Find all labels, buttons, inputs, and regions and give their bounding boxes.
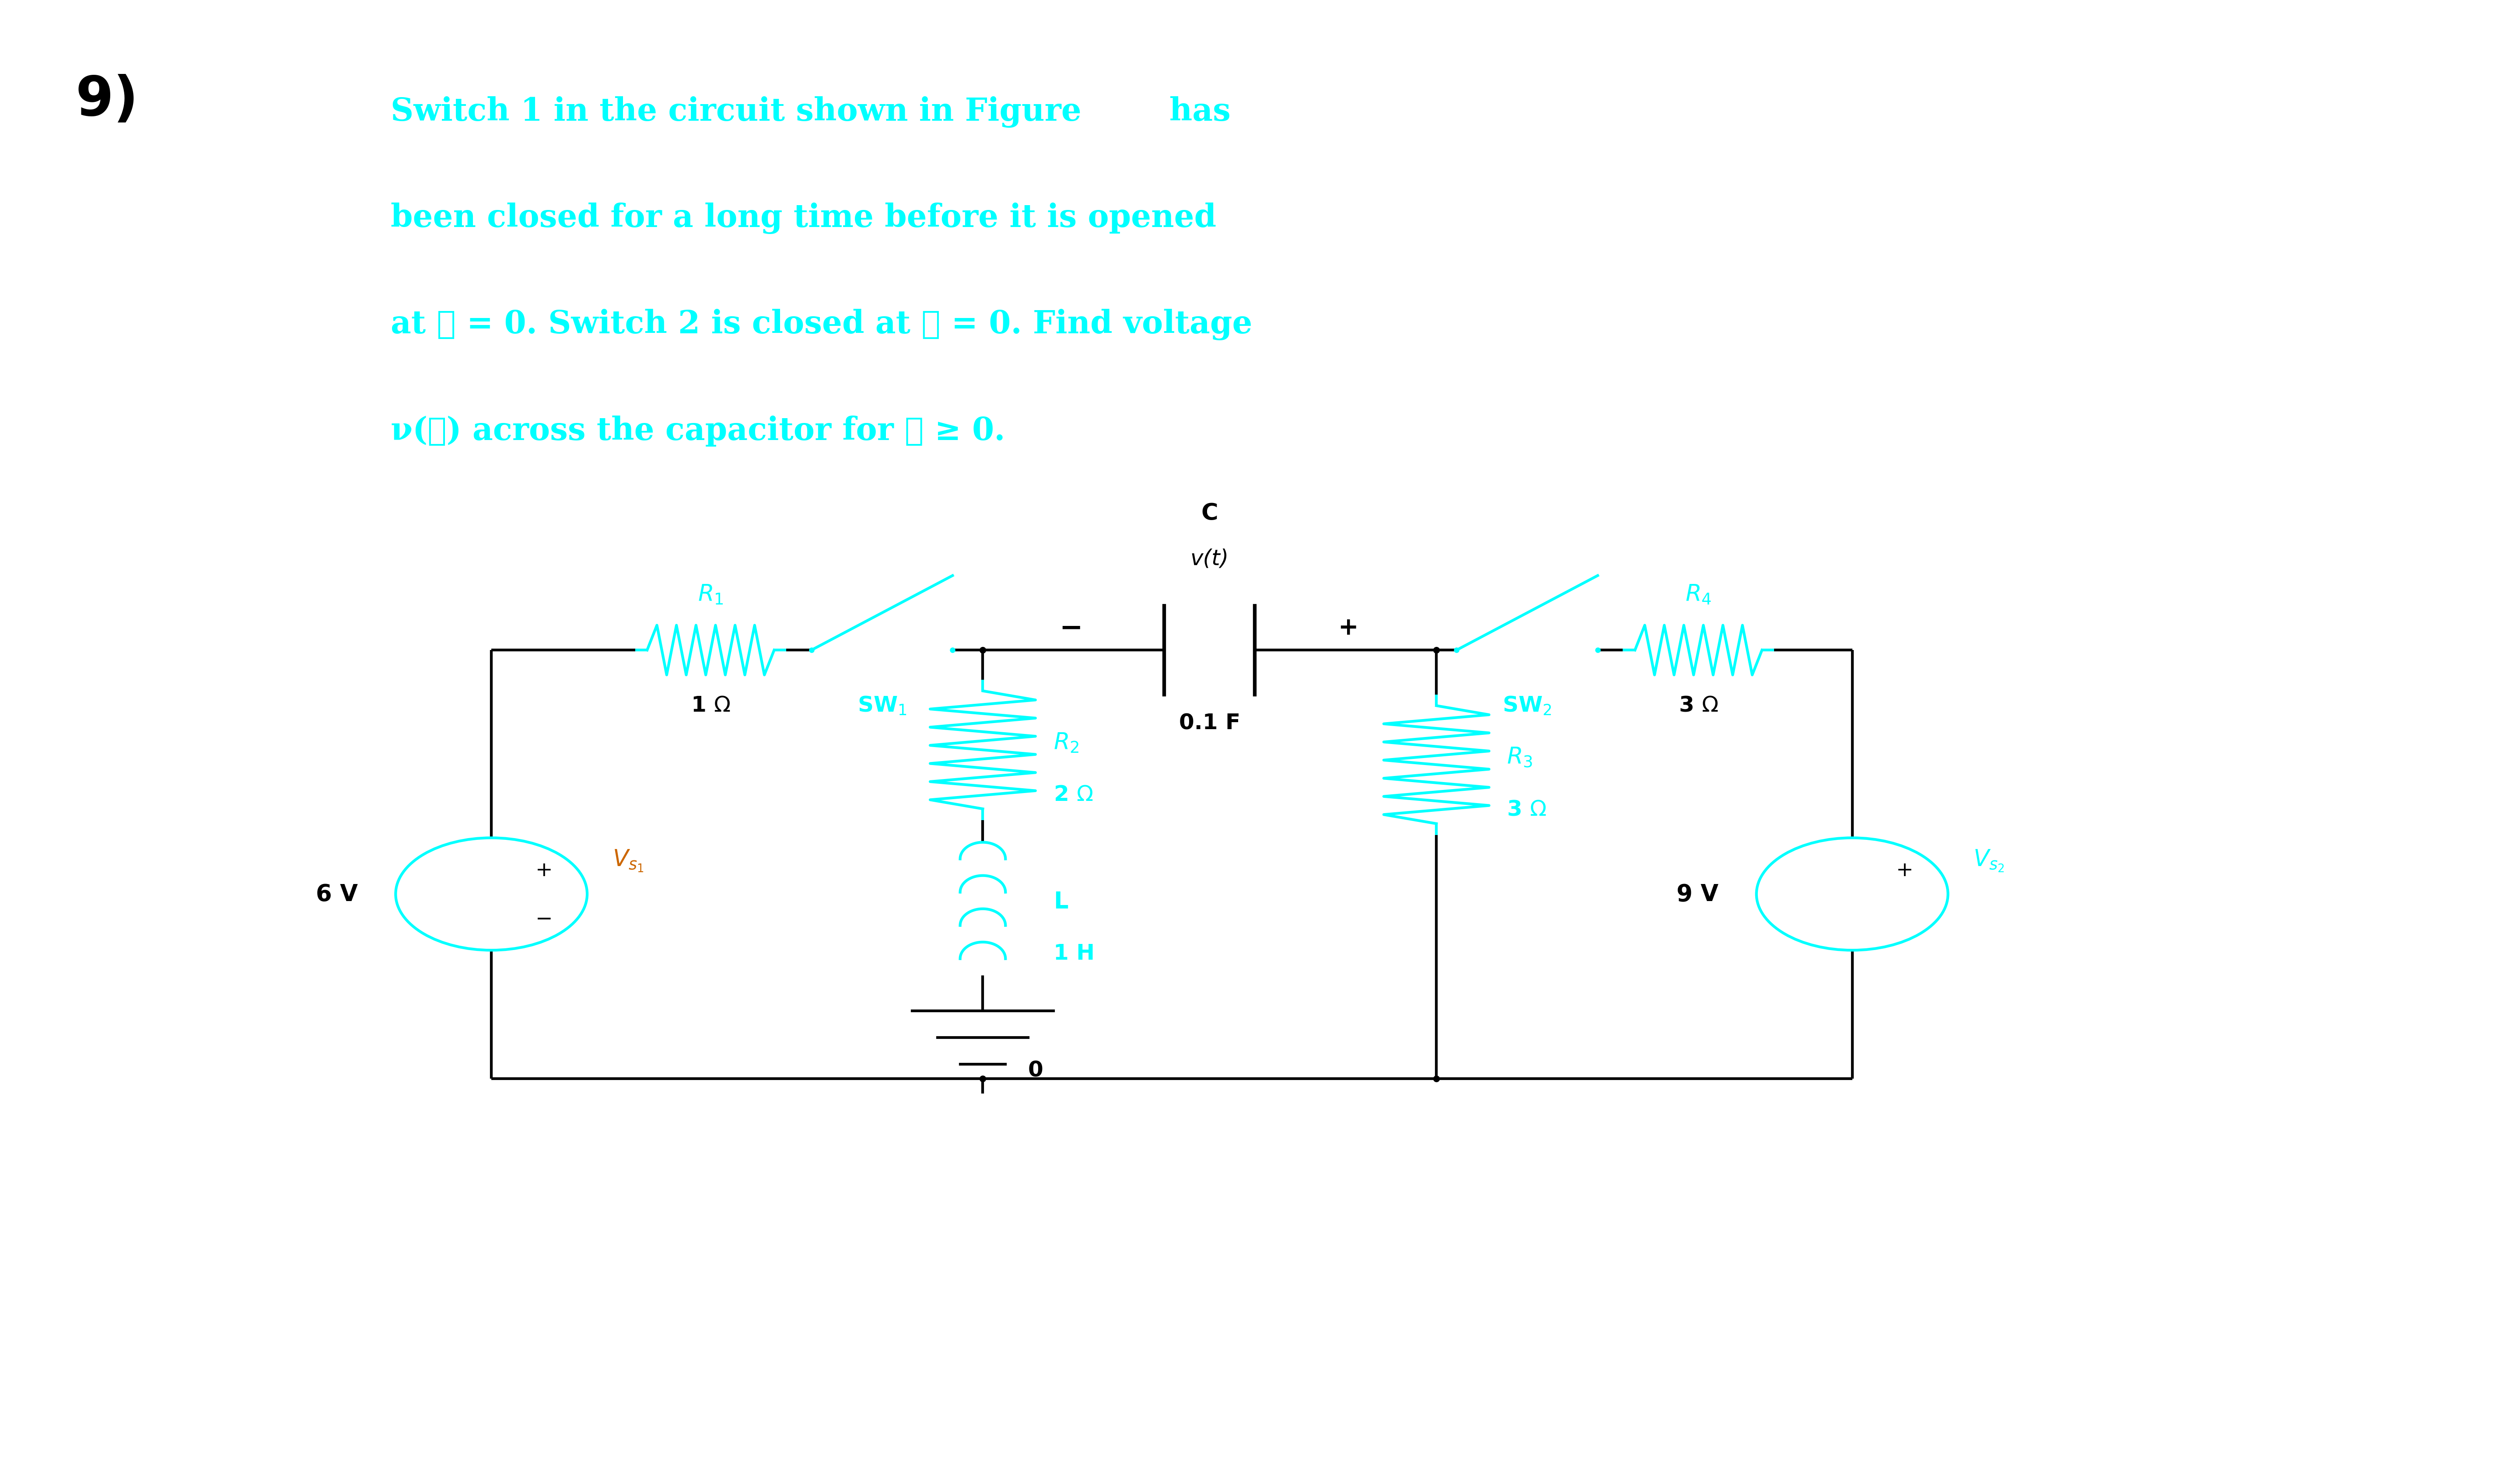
Text: +: + xyxy=(534,860,552,881)
Text: −: − xyxy=(534,909,552,930)
Text: 9 V: 9 V xyxy=(1676,882,1719,906)
Text: L: L xyxy=(1053,890,1068,913)
Text: −: − xyxy=(1058,615,1084,641)
Text: SW$_1$: SW$_1$ xyxy=(857,695,907,717)
Text: 0.1 F: 0.1 F xyxy=(1179,712,1240,733)
Text: C: C xyxy=(1202,503,1217,525)
Text: SW$_2$: SW$_2$ xyxy=(1502,695,1552,717)
Text: 6 V: 6 V xyxy=(315,882,358,906)
Text: $R_3$: $R_3$ xyxy=(1507,746,1532,769)
Text: 2 $\Omega$: 2 $\Omega$ xyxy=(1053,783,1094,806)
Text: v(t): v(t) xyxy=(1189,548,1230,569)
Text: 9): 9) xyxy=(76,74,139,127)
Text: 3 $\Omega$: 3 $\Omega$ xyxy=(1507,798,1547,820)
Text: 3 $\Omega$: 3 $\Omega$ xyxy=(1678,695,1719,715)
Text: at ℱ = 0. Switch 2 is closed at ℱ = 0. Find voltage: at ℱ = 0. Switch 2 is closed at ℱ = 0. F… xyxy=(391,309,1252,340)
Text: $R_1$: $R_1$ xyxy=(698,584,723,606)
Text: $R_2$: $R_2$ xyxy=(1053,732,1079,754)
Text: ν(ℱ) across the capacitor for ℱ ≥ 0.: ν(ℱ) across the capacitor for ℱ ≥ 0. xyxy=(391,415,1005,446)
Text: +: + xyxy=(1895,860,1913,881)
Text: 1 H: 1 H xyxy=(1053,943,1094,964)
Text: 0: 0 xyxy=(1028,1060,1043,1080)
Text: $V_{s_2}$: $V_{s_2}$ xyxy=(1973,848,2003,873)
Text: Switch 1 in the circuit shown in Figure        has: Switch 1 in the circuit shown in Figure … xyxy=(391,96,1230,127)
Text: 1 $\Omega$: 1 $\Omega$ xyxy=(690,695,731,715)
Text: been closed for a long time before it is opened: been closed for a long time before it is… xyxy=(391,202,1217,234)
Text: $V_{s_1}$: $V_{s_1}$ xyxy=(612,848,643,873)
Text: $R_4$: $R_4$ xyxy=(1686,584,1711,606)
Text: +: + xyxy=(1338,616,1358,640)
